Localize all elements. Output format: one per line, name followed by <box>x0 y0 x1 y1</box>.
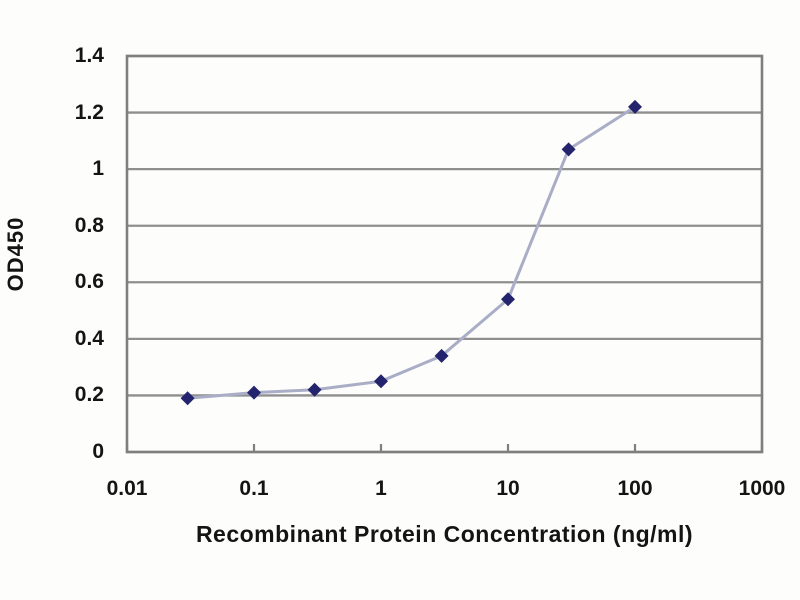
data-point-marker <box>374 374 388 389</box>
data-point-marker <box>501 292 515 307</box>
y-tick-label: 0.2 <box>74 383 104 407</box>
y-tick-label: 1.2 <box>74 100 104 124</box>
y-axis-title-text: OD450 <box>3 216 28 292</box>
x-tick-label: 0.1 <box>239 477 269 500</box>
x-tick-label: 1000 <box>738 477 786 500</box>
y-tick-label: 1.4 <box>74 44 104 67</box>
y-tick-label: 0.6 <box>74 270 104 294</box>
y-tick-label: 0.8 <box>74 213 104 237</box>
data-point-marker <box>307 382 322 397</box>
x-axis-title: Recombinant Protein Concentration (ng/ml… <box>195 521 694 547</box>
y-tick-label: 0 <box>92 440 104 463</box>
plot-frame <box>125 54 764 454</box>
data-point-marker <box>247 385 261 400</box>
data-point-marker <box>434 348 449 363</box>
series-line <box>186 105 637 400</box>
data-point-marker <box>628 99 642 114</box>
x-tick-label: 0.01 <box>106 477 148 500</box>
x-tick-label: 100 <box>617 477 653 500</box>
x-tick-label: 10 <box>496 477 520 500</box>
data-point-marker <box>561 142 576 157</box>
y-tick-label: 1 <box>92 157 104 181</box>
y-tick-label: 0.4 <box>74 326 104 350</box>
data-point-marker <box>180 391 195 406</box>
x-tick-label: 1 <box>375 477 387 500</box>
